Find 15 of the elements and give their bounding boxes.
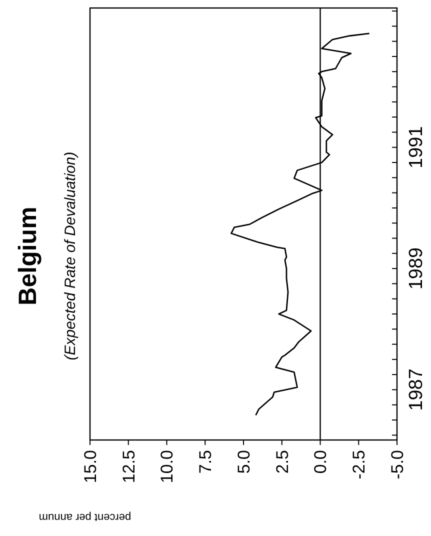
x-tick-label: 0.0 — [311, 450, 330, 474]
text: Belgium — [14, 206, 42, 306]
y-tick-label: 1989 — [406, 247, 427, 290]
x-tick-label: 5.0 — [234, 450, 254, 474]
x-tick-label: -2.5 — [350, 450, 369, 480]
x-tick-label: 2.5 — [272, 450, 292, 474]
y-tick-label: 1987 — [406, 368, 427, 411]
x-tick-label: 10.0 — [158, 450, 177, 484]
text: (Expected Rate of Devaluation) — [62, 152, 79, 360]
y-tick-label: 1991 — [406, 126, 427, 168]
x-axis-title: percent per annum — [38, 511, 132, 523]
x-tick-label: -5.0 — [388, 450, 407, 480]
x-tick-label: 15.0 — [80, 450, 100, 484]
x-tick-label: 7.5 — [196, 450, 216, 474]
x-tick-label: 12.5 — [119, 450, 138, 484]
